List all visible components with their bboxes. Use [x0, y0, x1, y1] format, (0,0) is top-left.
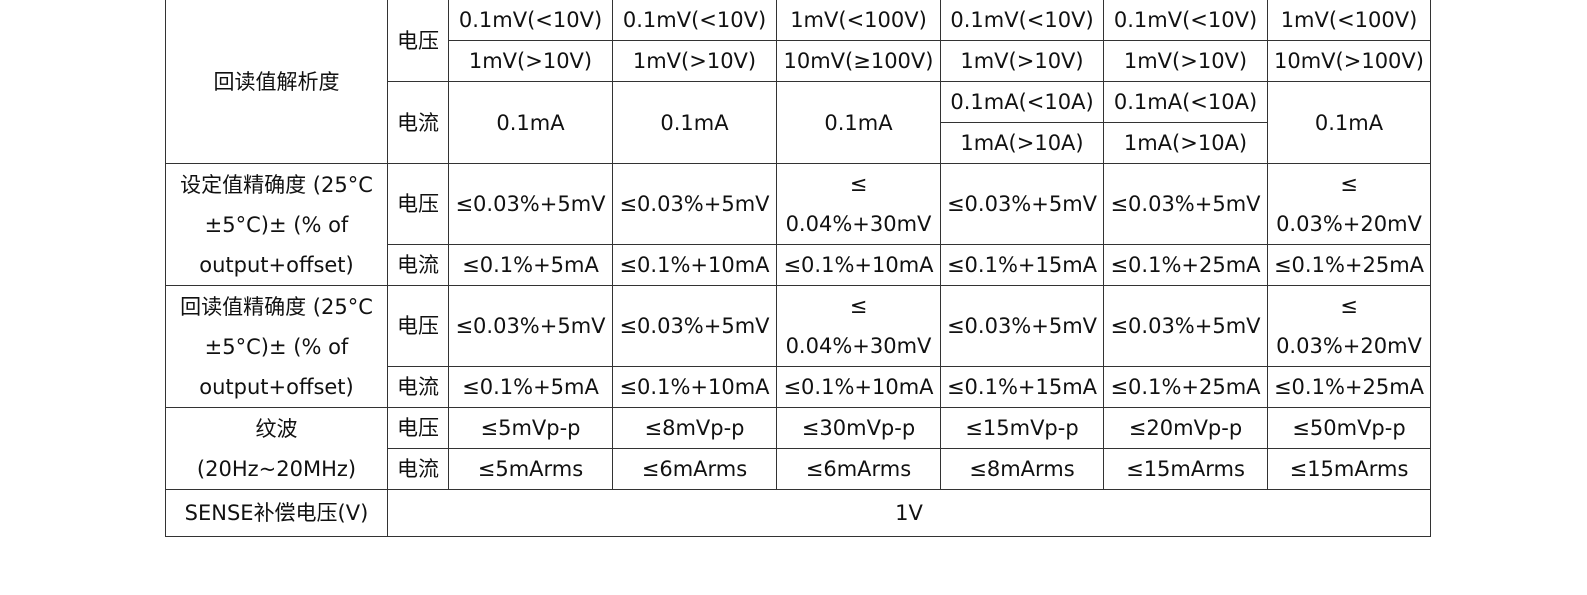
row-type: 电压 [387, 163, 449, 245]
cell: 1mV(<100V) [1267, 0, 1431, 41]
cell: 0.1mA(<10A) [1103, 81, 1268, 123]
cell: 1mV(>10V) [448, 40, 613, 82]
section-label: 纹波 (20Hz~20MHz) [165, 407, 388, 490]
table-row: 1mA(>10A) 1mA(>10A) [166, 122, 1431, 164]
cell: ≤6mArms [776, 448, 941, 490]
cell: ≤30mVp-p [776, 407, 941, 449]
cell: 0.1mV(<10V) [940, 0, 1104, 41]
cell: ≤0.1%+5mA [448, 366, 613, 408]
cell: 0.1mA [448, 81, 613, 164]
cell: ≤ 0.03%+20mV [1267, 163, 1431, 245]
sense-value: 1V [387, 489, 1431, 537]
table-row: 纹波 (20Hz~20MHz) 电压 ≤5mVp-p ≤8mVp-p ≤30mVp-p ≤… [165, 407, 1431, 490]
cell: 0.1mA(<10A) [940, 81, 1104, 123]
row-type: 电压 [387, 285, 449, 367]
cell: ≤0.1%+25mA [1267, 244, 1431, 286]
cell: ≤6mArms [612, 448, 777, 490]
cell: ≤0.1%+25mA [1103, 366, 1268, 408]
cell: ≤0.03%+5mV [448, 163, 613, 245]
cell: 10mV(>100V) [1267, 40, 1431, 82]
table-row: 电流 ≤0.1%+5mA ≤0.1%+10mA ≤0.1%+10mA ≤0.1%+15m… [166, 366, 1431, 408]
cell: ≤0.1%+15mA [940, 244, 1104, 286]
row-type: 电压 [387, 0, 449, 82]
cell: 0.1mA [612, 81, 777, 164]
cell: ≤0.1%+5mA [448, 244, 613, 286]
cell: ≤0.1%+10mA [612, 244, 777, 286]
cell: 1mV(>10V) [612, 40, 777, 82]
cell: 1mV(>10V) [940, 40, 1104, 82]
cell: ≤ 0.04%+30mV [776, 163, 941, 245]
cell: ≤0.1%+10mA [612, 366, 777, 408]
cell: ≤15mVp-p [940, 407, 1104, 449]
row-type: 电流 [387, 366, 449, 408]
cell: 0.1mA [776, 81, 941, 164]
table-row: 回读值精确度 (25°C ±5°C)± (% of output+offset)… [165, 285, 1431, 408]
row-type: 电流 [387, 448, 449, 490]
spec-table: 回读值解析度 电压 0.1mV(<10V) 0.1mV(<10V) 1mV(<100V)… [165, 0, 1431, 537]
cell: 0.1mV(<10V) [1103, 0, 1268, 41]
cell: 0.1mV(<10V) [448, 0, 613, 41]
cell: ≤5mArms [448, 448, 613, 490]
table-row: 设定值精确度 (25°C ±5°C)± (% of output+offset)… [165, 163, 1431, 286]
cell: ≤8mVp-p [612, 407, 777, 449]
cell: ≤0.1%+10mA [776, 244, 941, 286]
table-row: 电流 ≤0.1%+5mA ≤0.1%+10mA ≤0.1%+10mA ≤0.1%+15m… [166, 244, 1431, 286]
row-type: 电压 [387, 407, 449, 449]
cell: ≤0.03%+5mV [940, 285, 1104, 367]
cell: ≤0.1%+10mA [776, 366, 941, 408]
cell: 1mA(>10A) [1103, 122, 1268, 164]
sense-label: SENSE补偿电压(V) [165, 489, 388, 537]
cell: ≤0.03%+5mV [1103, 163, 1268, 245]
cell: ≤0.03%+5mV [940, 163, 1104, 245]
cell: 1mA(>10A) [940, 122, 1104, 164]
cell: ≤0.03%+5mV [612, 163, 777, 245]
cell: ≤15mArms [1267, 448, 1431, 490]
section-label: 回读值解析度 [165, 0, 388, 164]
cell: 1mV(>10V) [1103, 40, 1268, 82]
cell: ≤8mArms [940, 448, 1104, 490]
cell: ≤50mVp-p [1267, 407, 1431, 449]
section-label: 设定值精确度 (25°C ±5°C)± (% of output+offset) [165, 163, 388, 286]
cell: 10mV(≥100V) [776, 40, 941, 82]
section-label: 回读值精确度 (25°C ±5°C)± (% of output+offset) [165, 285, 388, 408]
cell: ≤5mVp-p [448, 407, 613, 449]
row-type: 电流 [387, 81, 449, 164]
cell: ≤0.03%+5mV [612, 285, 777, 367]
table-row: 电流 ≤5mArms ≤6mArms ≤6mArms ≤8mArms ≤15mArms ≤1… [166, 448, 1431, 490]
table-row: SENSE补偿电压(V) 1V [165, 489, 1431, 537]
cell: ≤0.1%+25mA [1267, 366, 1431, 408]
cell: ≤0.03%+5mV [1103, 285, 1268, 367]
cell: ≤0.03%+5mV [448, 285, 613, 367]
cell: 0.1mV(<10V) [612, 0, 777, 41]
cell: 1mV(<100V) [776, 0, 941, 41]
table-row: 电流 0.1mA 0.1mA 0.1mA 0.1mA(<10A) 0.1mA(<10A) 0… [166, 81, 1431, 164]
cell: ≤ 0.03%+20mV [1267, 285, 1431, 367]
table-row: 回读值解析度 电压 0.1mV(<10V) 0.1mV(<10V) 1mV(<100V)… [165, 0, 1431, 164]
cell: ≤20mVp-p [1103, 407, 1268, 449]
cell: ≤15mArms [1103, 448, 1268, 490]
cell: ≤ 0.04%+30mV [776, 285, 941, 367]
cell: ≤0.1%+25mA [1103, 244, 1268, 286]
cell: 0.1mA [1267, 81, 1431, 164]
cell: ≤0.1%+15mA [940, 366, 1104, 408]
row-type: 电流 [387, 244, 449, 286]
